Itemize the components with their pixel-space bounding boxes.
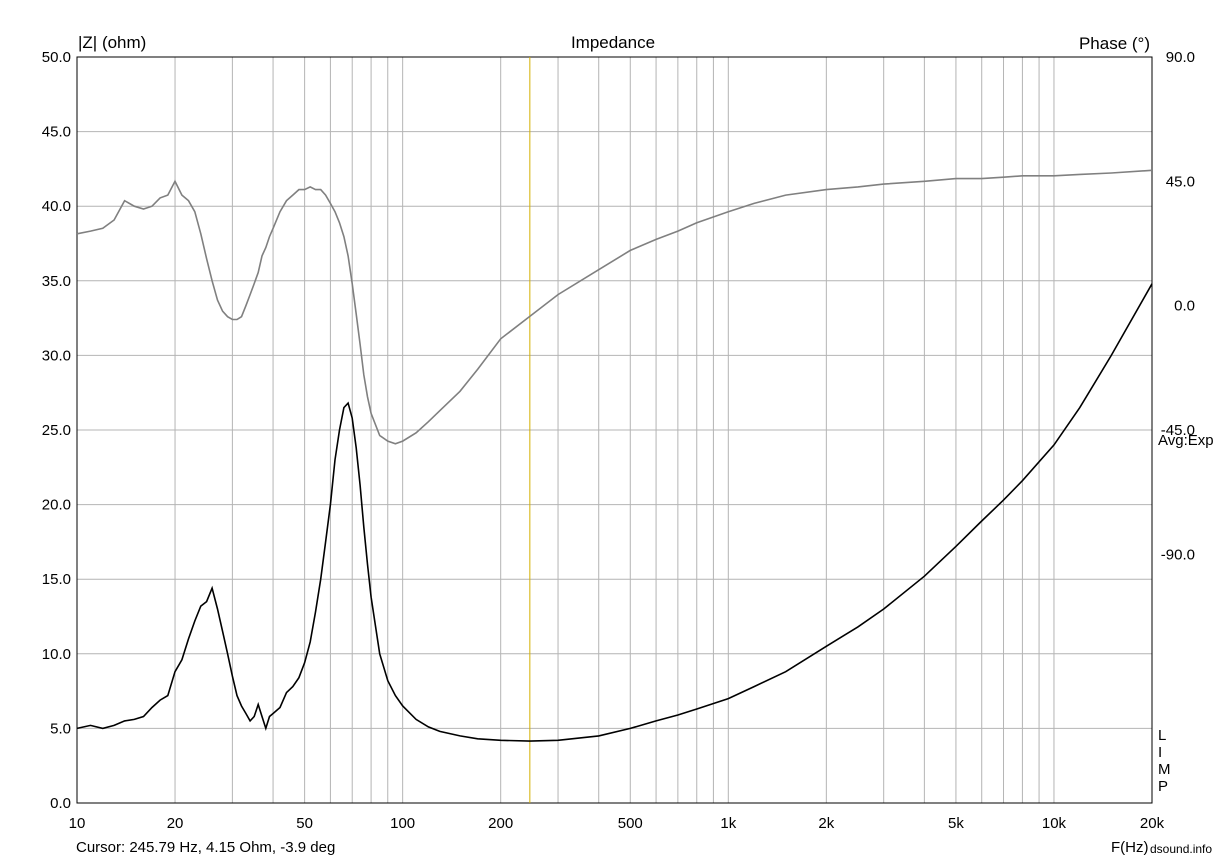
y-tick-label-right: 0.0 — [1174, 298, 1195, 315]
x-tick-label: 100 — [390, 815, 415, 832]
x-tick-label: 1k — [720, 815, 736, 832]
y-tick-label-left: 0.0 — [50, 795, 71, 812]
x-tick-label: 500 — [618, 815, 643, 832]
averaging-label: Avg:Exp — [1158, 432, 1214, 449]
x-tick-label: 5k — [948, 815, 964, 832]
y-tick-labels-right: 90.0 45.0 0.0 -45.0 -90.0 — [1161, 49, 1195, 563]
y-tick-labels-left: 0.0 5.0 10.0 15.0 20.0 25.0 30.0 35.0 40.0 45.0 50… — [42, 49, 71, 812]
y-tick-label-left: 35.0 — [42, 273, 71, 290]
phase-series-line — [76, 169, 1153, 445]
x-axis-label: F(Hz) — [1111, 839, 1149, 856]
limp-letter: M — [1158, 761, 1171, 778]
y-tick-label-right: -45.0 — [1161, 422, 1195, 439]
limp-letter: I — [1158, 744, 1162, 761]
y-axis-label-right: Phase (°) — [1079, 34, 1150, 53]
y-tick-label-left: 25.0 — [42, 422, 71, 439]
y-tick-label-left: 5.0 — [50, 720, 71, 737]
y-tick-label-left: 15.0 — [42, 571, 71, 588]
watermark: dsound.info — [1150, 842, 1212, 856]
y-tick-label-right: -90.0 — [1161, 546, 1195, 563]
x-tick-label: 50 — [296, 815, 313, 832]
x-tick-label: 10k — [1042, 815, 1067, 832]
limp-letter: L — [1158, 727, 1166, 744]
x-tick-label: 20 — [167, 815, 184, 832]
y-gridlines — [77, 131, 1152, 729]
x-tick-label: 2k — [818, 815, 834, 832]
y-tick-label-right: 45.0 — [1166, 173, 1195, 190]
y-tick-label-left: 50.0 — [42, 49, 71, 66]
chart-title: Impedance — [571, 33, 655, 52]
y-tick-label-left: 20.0 — [42, 497, 71, 514]
x-tick-label: 10 — [69, 815, 86, 832]
plot-frame — [76, 56, 1153, 804]
limp-letter: P — [1158, 778, 1168, 795]
impedance-series-line — [76, 283, 1153, 742]
x-tick-label: 20k — [1140, 815, 1165, 832]
x-tick-label: 200 — [488, 815, 513, 832]
y-axis-label-left: |Z| (ohm) — [78, 33, 146, 52]
x-tick-labels: 10 20 50 100 200 500 1k 2k 5k 10k 20k — [69, 815, 1165, 832]
y-tick-label-left: 30.0 — [42, 347, 71, 364]
y-tick-label-left: 10.0 — [42, 646, 71, 663]
cursor-readout: Cursor: 245.79 Hz, 4.15 Ohm, -3.9 deg — [76, 839, 335, 856]
y-tick-label-left: 45.0 — [42, 124, 71, 141]
y-tick-label-right: 90.0 — [1166, 49, 1195, 66]
y-tick-label-left: 40.0 — [42, 198, 71, 215]
